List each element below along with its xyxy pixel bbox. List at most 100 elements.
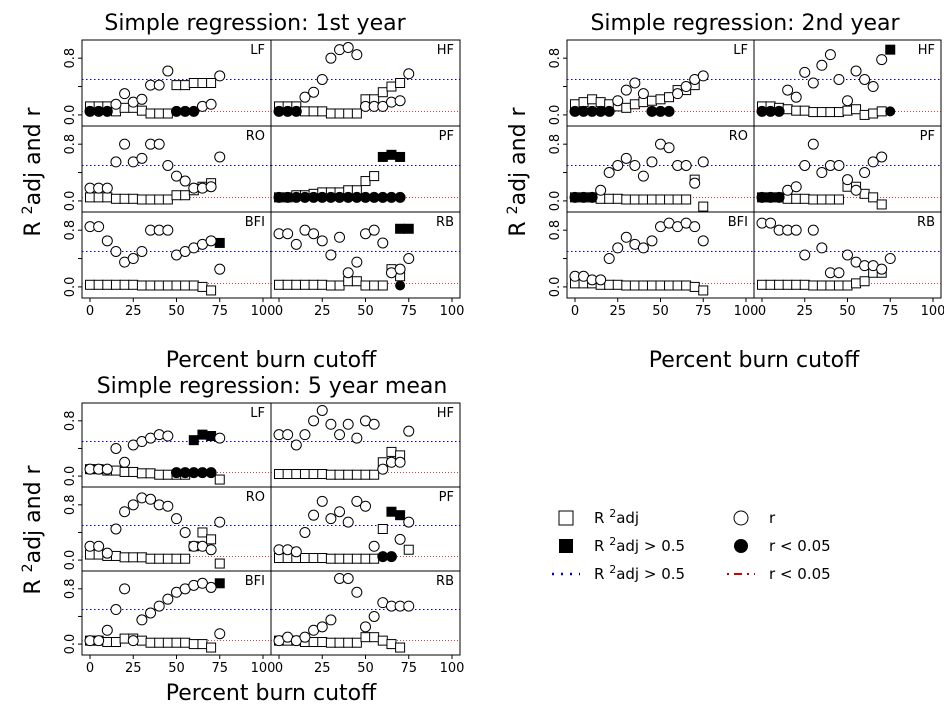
r2-point (334, 469, 345, 480)
r2-point (825, 280, 836, 291)
legend-label-part: < 0.05 (775, 537, 831, 555)
r-point (334, 231, 346, 243)
r-point (403, 425, 415, 437)
r-point (351, 495, 363, 507)
r2-point (299, 469, 310, 480)
r-point (620, 152, 632, 164)
r2-point (360, 176, 371, 187)
r2-point (206, 534, 217, 545)
r2-point (816, 280, 827, 291)
r2-point (93, 192, 104, 203)
y-tick-label: 0.8 (548, 220, 563, 241)
r2-significant-point (197, 429, 208, 440)
r2-point (197, 78, 208, 88)
r2-point (351, 276, 362, 287)
r2-point (282, 279, 293, 290)
r-point (689, 221, 701, 233)
r-significant-point (578, 192, 589, 203)
r2-point (351, 637, 362, 648)
r2-significant-point (214, 237, 225, 248)
r2-point (629, 194, 640, 205)
r2-point (859, 109, 870, 120)
r2-significant-point (395, 223, 406, 234)
r-point (290, 546, 302, 558)
r-point (162, 430, 174, 442)
r-point (620, 84, 632, 96)
r-point (290, 439, 302, 451)
panel-bfi: BFI 0.0 0.8 0 25 50 75 100 (548, 211, 759, 319)
legend-label-part: r (769, 509, 776, 527)
r-significant-point (282, 106, 293, 117)
r2-point (689, 281, 700, 292)
r2-point (360, 280, 371, 291)
r-point (205, 581, 217, 593)
r-significant-point (197, 467, 208, 478)
r-point (842, 95, 853, 107)
r2-point (291, 469, 302, 480)
r2-point (214, 558, 225, 569)
legend-label-superscript: 2 (609, 507, 616, 520)
y-tick-label: 0.0 (548, 105, 563, 126)
panel-label: RO (246, 490, 265, 505)
panel-rb: RB 0 25 50 75 100 (753, 211, 944, 319)
r2-point (154, 469, 165, 480)
x-tick-label: 100 (734, 304, 759, 319)
r-point (816, 167, 828, 179)
r2-point (154, 280, 165, 291)
r-significant-point (282, 192, 293, 203)
r2-point (110, 550, 121, 561)
r-significant-point (360, 192, 371, 203)
r-significant-point (291, 106, 302, 117)
r-point (603, 253, 615, 265)
r2-point (136, 552, 147, 563)
r-point (110, 245, 122, 257)
r2-point (395, 642, 406, 653)
r-significant-point (377, 551, 388, 562)
r-point (680, 159, 692, 171)
y-tick-label: 0.0 (63, 634, 78, 655)
chart-title: Simple regression: 5 year mean (97, 374, 448, 399)
panel-ro: RO 0.0 0.8 (63, 125, 272, 213)
legend-label: R 2adj (594, 507, 639, 527)
r-point (799, 66, 811, 78)
r-point (394, 263, 406, 275)
legend-label-part: R (594, 537, 609, 555)
r2-point (197, 527, 208, 538)
panel-label: RB (917, 215, 935, 230)
r2-point (369, 469, 380, 480)
y-tick-label: 0.8 (63, 494, 78, 515)
r2-point (110, 279, 121, 290)
x-tick-label: 50 (168, 661, 185, 676)
r-point (394, 456, 406, 468)
chart-1: Simple regression: 1st year R 2adj and r P… (20, 11, 464, 373)
r2-significant-point (885, 44, 896, 55)
r2-point (757, 279, 767, 290)
r-significant-point (317, 192, 328, 203)
x-axis-label: Percent burn cutoff (166, 348, 377, 373)
y-axis-label-part: adj and r (21, 464, 46, 563)
y-tick-label: 0.0 (63, 550, 78, 571)
r2-point (859, 276, 870, 287)
r2-point (188, 280, 199, 291)
r2-point (308, 553, 319, 564)
r2-point (833, 194, 844, 205)
r-significant-point (774, 106, 785, 117)
r-point (299, 429, 311, 441)
r-point (334, 429, 346, 441)
x-tick-label: 50 (839, 304, 856, 319)
r-point (403, 516, 415, 528)
r-significant-point (299, 192, 310, 203)
r-point (214, 628, 226, 640)
r2-point (851, 278, 862, 289)
r-point (689, 177, 701, 189)
panel-label: LF (250, 43, 265, 58)
r2-significant-point (377, 151, 388, 162)
r2-point (171, 80, 182, 91)
r-point (351, 586, 363, 598)
r-point (351, 256, 363, 268)
r2-point (102, 192, 113, 203)
r2-point (664, 280, 675, 291)
r-point (377, 237, 389, 249)
r2-point (638, 280, 649, 291)
r-significant-point (102, 106, 113, 117)
